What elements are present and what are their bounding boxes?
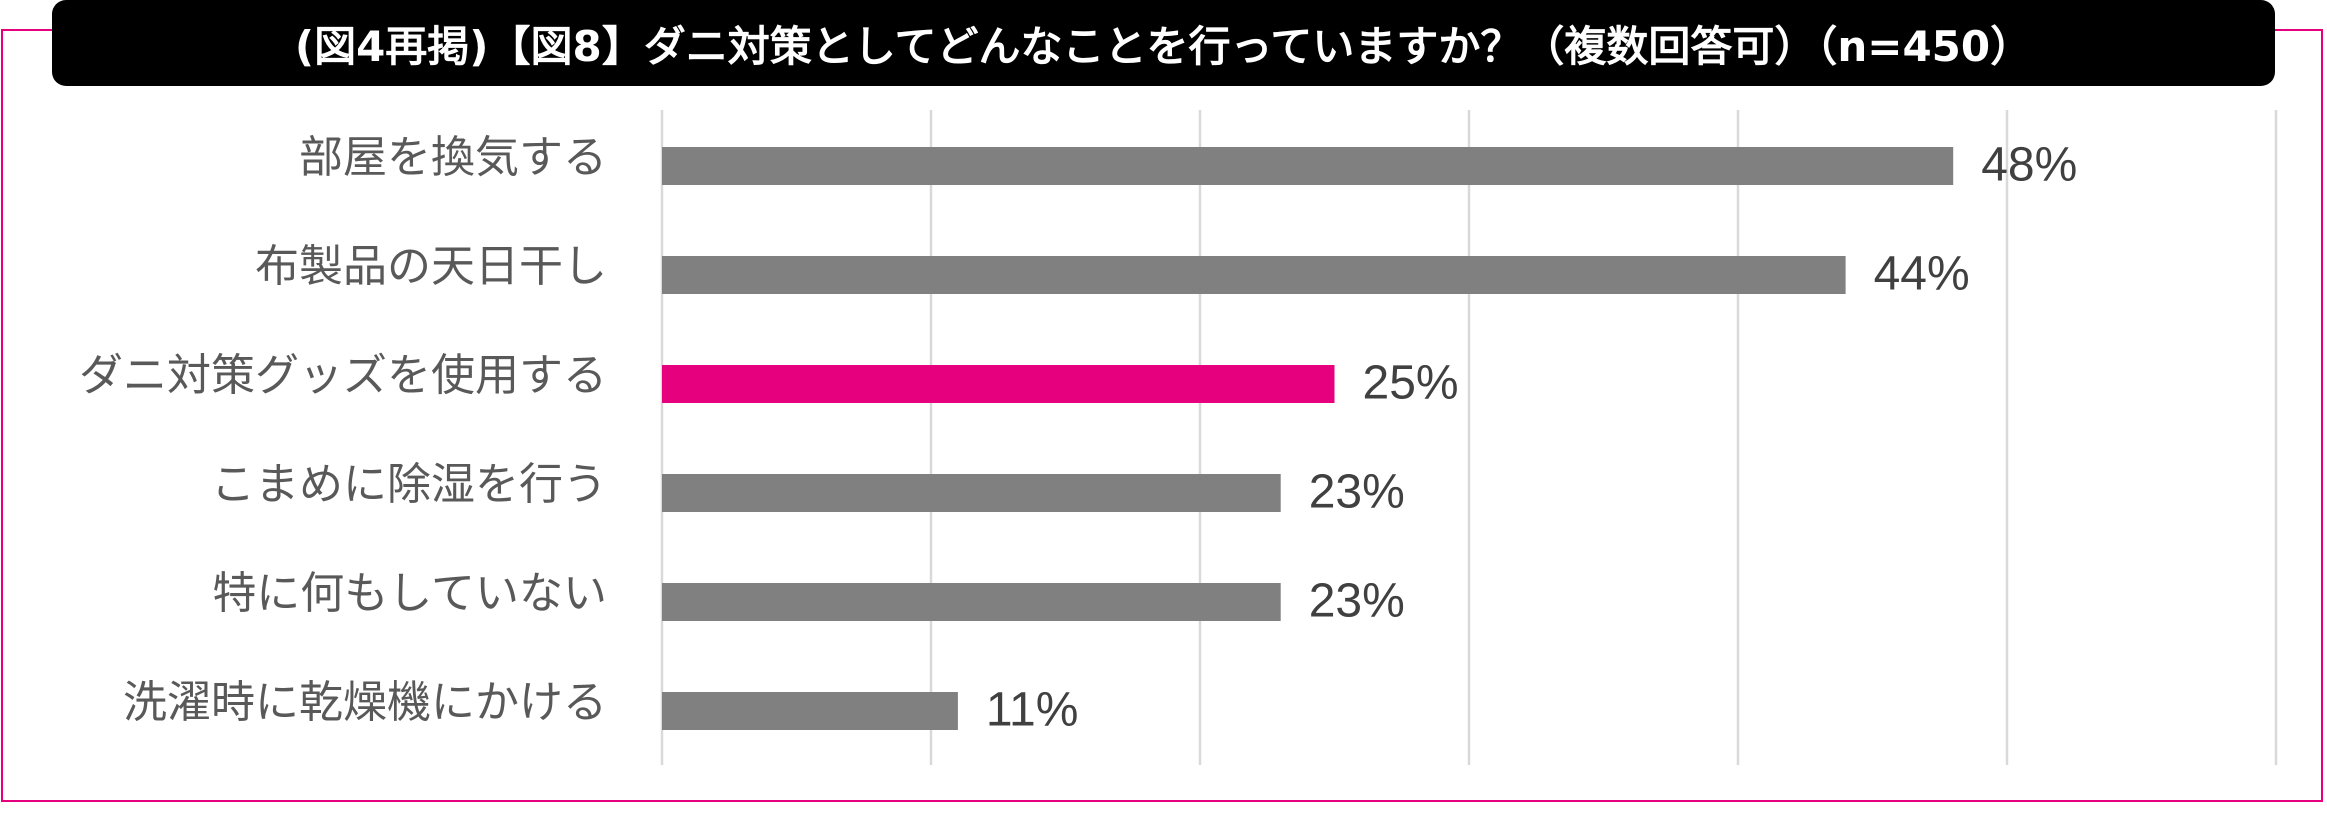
chart-title-bar: (図4再掲)【図8】ダニ対策としてどんなことを行っていますか？（複数回答可）（n… xyxy=(52,0,2275,86)
category-label: ダニ対策グッズを使用する xyxy=(79,350,607,401)
value-label: 44% xyxy=(1874,248,1970,301)
bar xyxy=(662,256,1846,294)
bar xyxy=(662,474,1281,512)
category-label: 特に何もしていない xyxy=(212,568,607,619)
value-label: 23% xyxy=(1309,575,1405,628)
bar xyxy=(662,583,1281,621)
category-label: 洗濯時に乾燥機にかける xyxy=(123,677,607,728)
bars xyxy=(662,147,1954,730)
value-label: 48% xyxy=(1981,139,2077,192)
category-label: 部屋を換気する xyxy=(299,132,607,183)
value-label: 11% xyxy=(986,684,1079,737)
bar xyxy=(662,692,958,730)
category-label: 布製品の天日干し xyxy=(255,241,607,292)
chart-title: (図4再掲)【図8】ダニ対策としてどんなことを行っていますか？（複数回答可）（n… xyxy=(294,21,2033,71)
value-label: 23% xyxy=(1309,466,1405,519)
grid-lines xyxy=(660,110,2278,765)
category-label: こまめに除湿を行う xyxy=(211,459,607,510)
labels: 部屋を換気する 48% 布製品の天日干し 44% ダニ対策グッズを使用する 25% こまめに… xyxy=(79,132,2077,737)
bar xyxy=(662,365,1335,403)
value-label: 25% xyxy=(1363,357,1459,410)
bar xyxy=(662,147,1954,185)
